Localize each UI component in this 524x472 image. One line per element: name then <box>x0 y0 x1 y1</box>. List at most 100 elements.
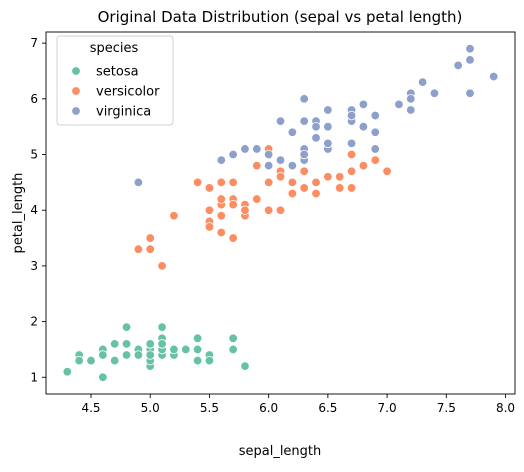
data-point-setosa <box>121 350 132 360</box>
data-point-versicolor <box>358 160 369 171</box>
data-point-virginica <box>358 99 369 110</box>
data-point-setosa <box>181 344 191 355</box>
data-point-virginica <box>287 160 298 171</box>
data-point-virginica <box>323 105 333 115</box>
data-point-setosa <box>109 355 120 366</box>
data-point-versicolor <box>145 233 155 243</box>
data-point-virginica <box>370 110 380 121</box>
data-point-virginica <box>358 121 369 132</box>
data-point-virginica <box>406 105 416 115</box>
data-point-versicolor <box>133 244 144 254</box>
data-point-versicolor <box>228 233 238 243</box>
legend-title: species <box>90 41 139 56</box>
legend: species setosa versicolor virginica <box>56 35 174 126</box>
data-point-versicolor <box>311 177 321 188</box>
data-point-setosa <box>86 355 96 366</box>
data-point-versicolor <box>204 222 215 232</box>
data-point-setosa <box>192 355 203 366</box>
data-point-setosa <box>192 344 203 355</box>
data-point-virginica <box>299 149 309 160</box>
x-tick-label: 6.0 <box>259 401 278 415</box>
data-point-versicolor <box>228 199 238 210</box>
data-point-versicolor <box>335 172 345 182</box>
data-point-virginica <box>287 127 298 137</box>
data-point-virginica <box>488 71 499 82</box>
x-tick-label: 4.5 <box>81 401 100 415</box>
data-point-virginica <box>311 133 321 143</box>
legend-marker-versicolor <box>71 86 81 96</box>
data-point-versicolor <box>323 172 333 182</box>
data-point-setosa <box>145 350 155 360</box>
data-point-virginica <box>370 127 380 137</box>
data-point-setosa <box>74 355 84 366</box>
data-point-versicolor <box>216 177 226 188</box>
data-point-virginica <box>240 144 250 154</box>
data-point-virginica <box>465 44 475 54</box>
data-point-setosa <box>192 333 203 344</box>
data-point-versicolor <box>299 166 309 176</box>
data-point-virginica <box>406 94 416 104</box>
data-point-setosa <box>145 339 155 349</box>
data-point-versicolor <box>346 183 357 193</box>
data-point-versicolor <box>346 149 357 160</box>
points-layer <box>62 44 499 382</box>
data-point-versicolor <box>240 205 250 215</box>
data-point-virginica <box>299 116 309 126</box>
data-point-versicolor <box>263 205 274 215</box>
data-point-virginica <box>311 121 321 132</box>
x-axis-ticks: 4.5 5.0 5.5 6.0 6.5 7.0 7.5 8.0 <box>81 394 515 415</box>
data-point-versicolor <box>192 177 203 188</box>
data-point-setosa <box>169 344 179 355</box>
data-point-virginica <box>394 99 404 110</box>
data-point-virginica <box>370 144 380 154</box>
data-point-virginica <box>252 144 262 154</box>
x-axis-label: sepal_length <box>239 444 322 459</box>
data-point-versicolor <box>287 188 298 199</box>
data-point-virginica <box>429 88 440 98</box>
x-tick-label: 8.0 <box>496 401 515 415</box>
data-point-setosa <box>98 350 108 360</box>
x-tick-label: 6.5 <box>318 401 337 415</box>
data-point-setosa <box>133 350 144 360</box>
legend-marker-virginica <box>71 106 81 116</box>
data-point-versicolor <box>382 166 392 176</box>
data-point-versicolor <box>157 261 167 271</box>
data-point-versicolor <box>370 155 380 165</box>
data-point-versicolor <box>252 160 262 171</box>
data-point-virginica <box>263 160 274 171</box>
data-point-setosa <box>228 344 238 355</box>
data-point-setosa <box>157 322 167 332</box>
y-tick-label: 1 <box>30 370 38 384</box>
data-point-setosa <box>98 372 108 382</box>
data-point-setosa <box>228 333 238 344</box>
data-point-versicolor <box>275 205 286 215</box>
x-tick-label: 7.5 <box>437 401 456 415</box>
legend-entries: setosa versicolor virginica <box>71 65 160 120</box>
data-point-virginica <box>453 60 463 71</box>
data-point-versicolor <box>228 177 238 188</box>
data-point-versicolor <box>275 172 286 182</box>
data-point-setosa <box>157 339 167 349</box>
data-point-virginica <box>228 149 238 160</box>
data-point-setosa <box>240 361 250 371</box>
y-tick-label: 3 <box>30 259 38 273</box>
data-point-virginica <box>216 155 226 165</box>
legend-label-setosa: setosa <box>96 65 139 80</box>
data-point-versicolor <box>169 211 179 221</box>
data-point-virginica <box>465 55 475 65</box>
chart-title: Original Data Distribution (sepal vs pet… <box>98 8 463 26</box>
data-point-virginica <box>263 149 274 160</box>
data-point-versicolor <box>311 188 321 199</box>
data-point-versicolor <box>263 177 274 188</box>
data-point-virginica <box>299 94 309 104</box>
data-point-setosa <box>109 339 120 349</box>
x-tick-label: 7.0 <box>378 401 397 415</box>
legend-label-virginica: virginica <box>96 105 151 120</box>
y-axis-ticks: 1 2 3 4 5 6 7 <box>30 36 46 384</box>
data-point-virginica <box>323 138 333 149</box>
legend-marker-setosa <box>71 66 81 76</box>
x-tick-label: 5.0 <box>141 401 160 415</box>
data-point-virginica <box>275 116 286 126</box>
y-axis-label: petal_length <box>11 173 26 254</box>
